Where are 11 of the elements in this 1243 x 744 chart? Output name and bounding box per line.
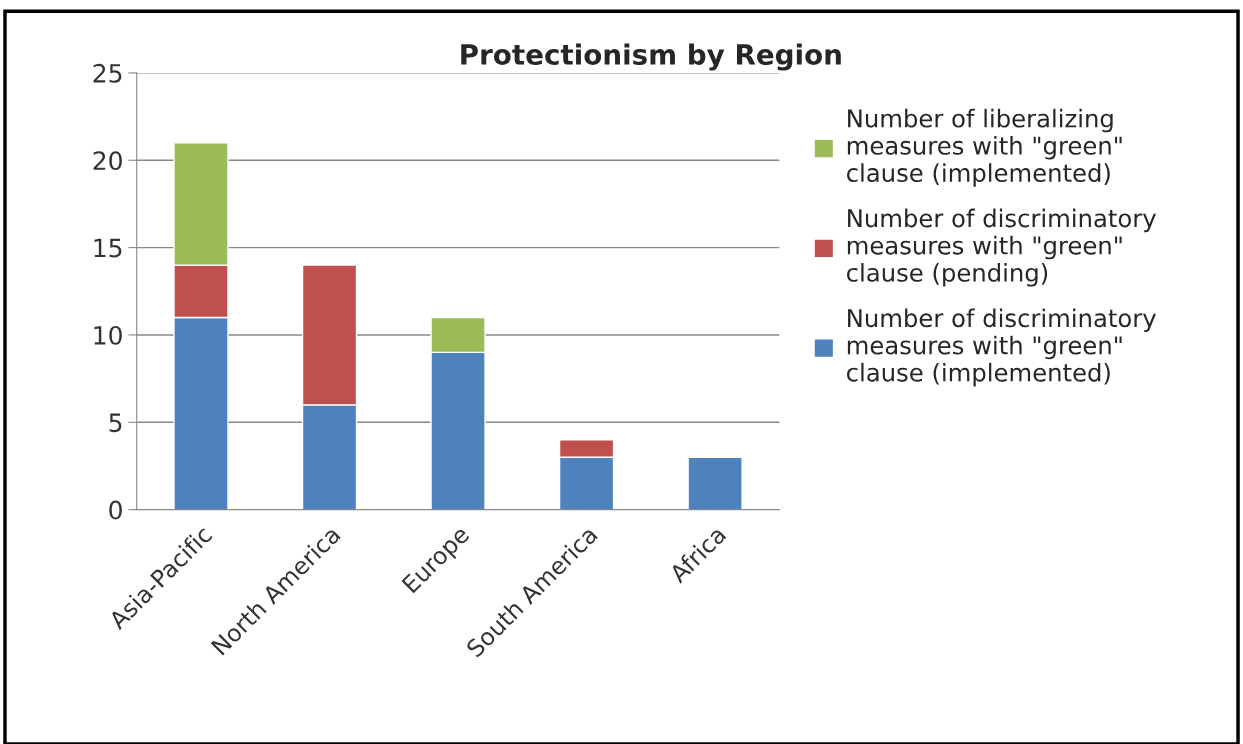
- legend-label: Number of discriminatory measures with "green" clause (implemented): [847, 308, 1156, 387]
- chart-title: Protectionism by Region: [461, 43, 841, 71]
- legend-label: Number of discriminatory measures with "green" clause (pending): [847, 208, 1156, 287]
- bar: [687, 456, 743, 510]
- y-tick-label: 15: [94, 238, 122, 258]
- legend-label: Number of liberalizing measures with "green" clause (implemented): [847, 108, 1122, 187]
- y-tick-label: 0: [109, 500, 122, 520]
- y-tick-label: 5: [109, 413, 122, 433]
- y-tick-label: 20: [93, 151, 122, 171]
- y-tick-label: 25: [93, 63, 122, 83]
- y-tick-label: 10: [94, 325, 122, 345]
